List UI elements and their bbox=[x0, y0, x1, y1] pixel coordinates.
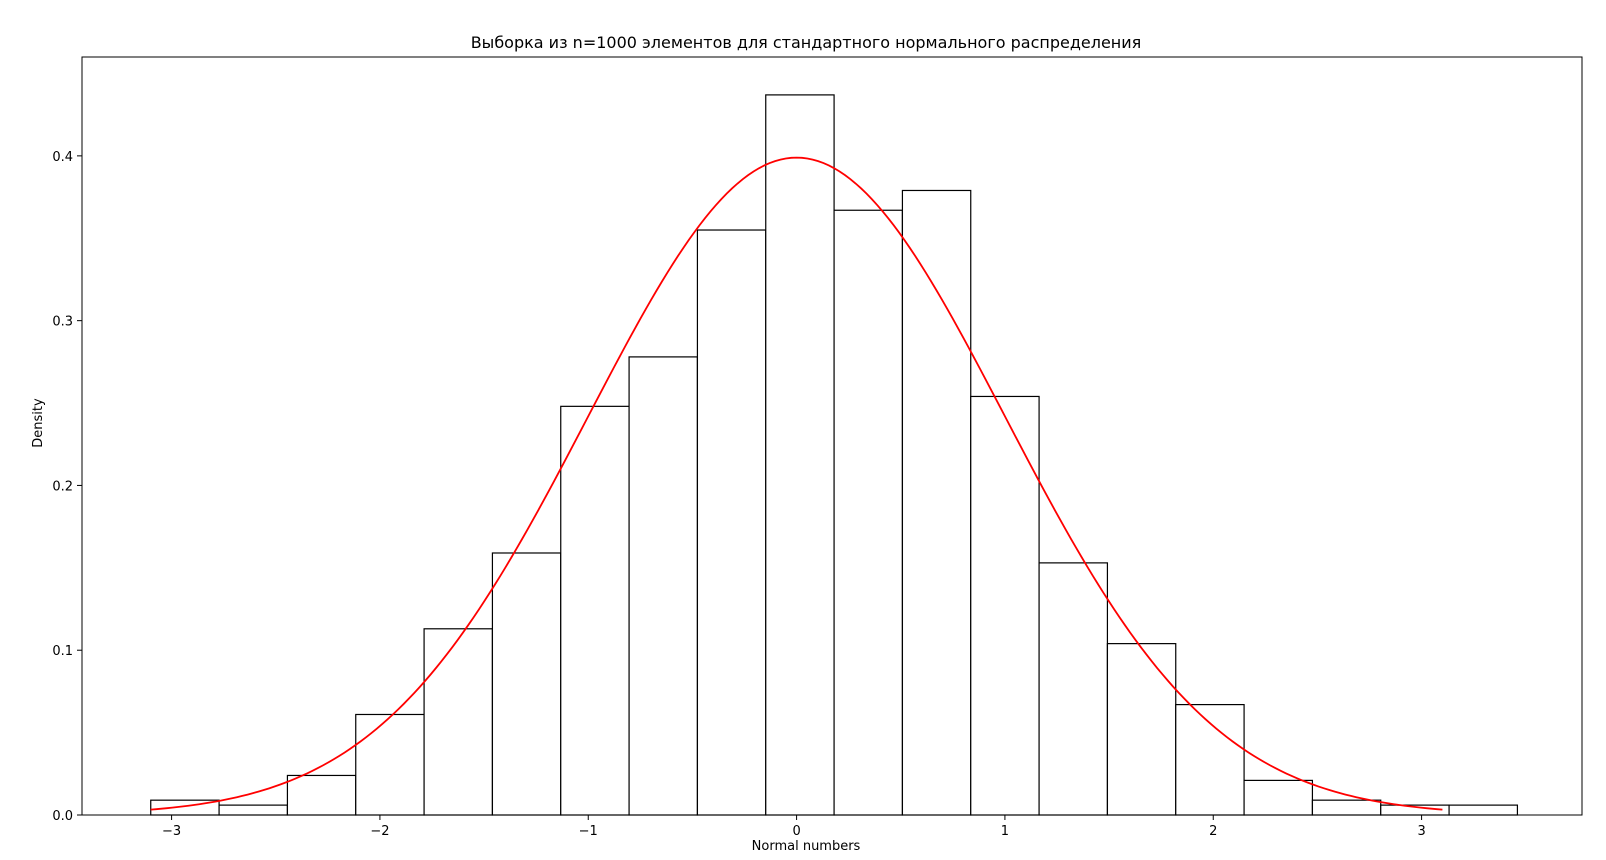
histogram-bar bbox=[1448, 804, 1519, 816]
density-curve-group bbox=[150, 156, 1443, 811]
y-tick-label: 0.3 bbox=[52, 315, 73, 330]
histogram-bar bbox=[1243, 779, 1314, 816]
y-tick-label: 0.1 bbox=[52, 644, 73, 659]
histogram-bar bbox=[765, 94, 835, 816]
x-tick-label: 1 bbox=[1001, 824, 1009, 839]
histogram-bar bbox=[833, 209, 904, 816]
x-tick-label: 0 bbox=[792, 824, 800, 839]
x-tick-label: 2 bbox=[1209, 824, 1217, 839]
histogram-bar bbox=[1175, 703, 1245, 816]
y-tick-label: 0.2 bbox=[52, 479, 73, 494]
histogram-bar bbox=[355, 713, 425, 816]
x-axis-label: Normal numbers bbox=[752, 839, 861, 854]
histogram-bar bbox=[901, 189, 972, 816]
density-curve bbox=[150, 156, 1443, 811]
y-tick-label: 0.0 bbox=[52, 809, 73, 824]
histogram-bar bbox=[560, 405, 630, 816]
histogram-bar bbox=[1038, 562, 1109, 816]
histogram-bar bbox=[628, 356, 699, 816]
histogram-bars bbox=[150, 94, 1519, 816]
chart-title: Выборка из n=1000 элементов для стандарт… bbox=[471, 33, 1142, 52]
histogram-bar bbox=[696, 229, 767, 816]
histogram-bar bbox=[1106, 643, 1177, 816]
histogram-bar bbox=[1311, 799, 1382, 816]
y-axis-label: Density bbox=[31, 398, 46, 448]
y-tick-label: 0.4 bbox=[52, 150, 73, 165]
x-tick-label: −1 bbox=[579, 824, 598, 839]
x-tick-label: 3 bbox=[1417, 824, 1425, 839]
axes: −3 −2 −1 0 1 2 3 0.0 0.1 0.2 0.3 0.4 bbox=[52, 56, 1583, 839]
histogram-bar bbox=[286, 774, 357, 816]
plot-frame bbox=[81, 56, 1583, 816]
histogram-bar bbox=[491, 552, 562, 816]
x-tick-label: −2 bbox=[370, 824, 389, 839]
histogram-bar bbox=[423, 628, 494, 816]
x-tick-label: −3 bbox=[162, 824, 181, 839]
histogram-bar bbox=[970, 395, 1040, 816]
histogram-bar bbox=[218, 804, 289, 816]
